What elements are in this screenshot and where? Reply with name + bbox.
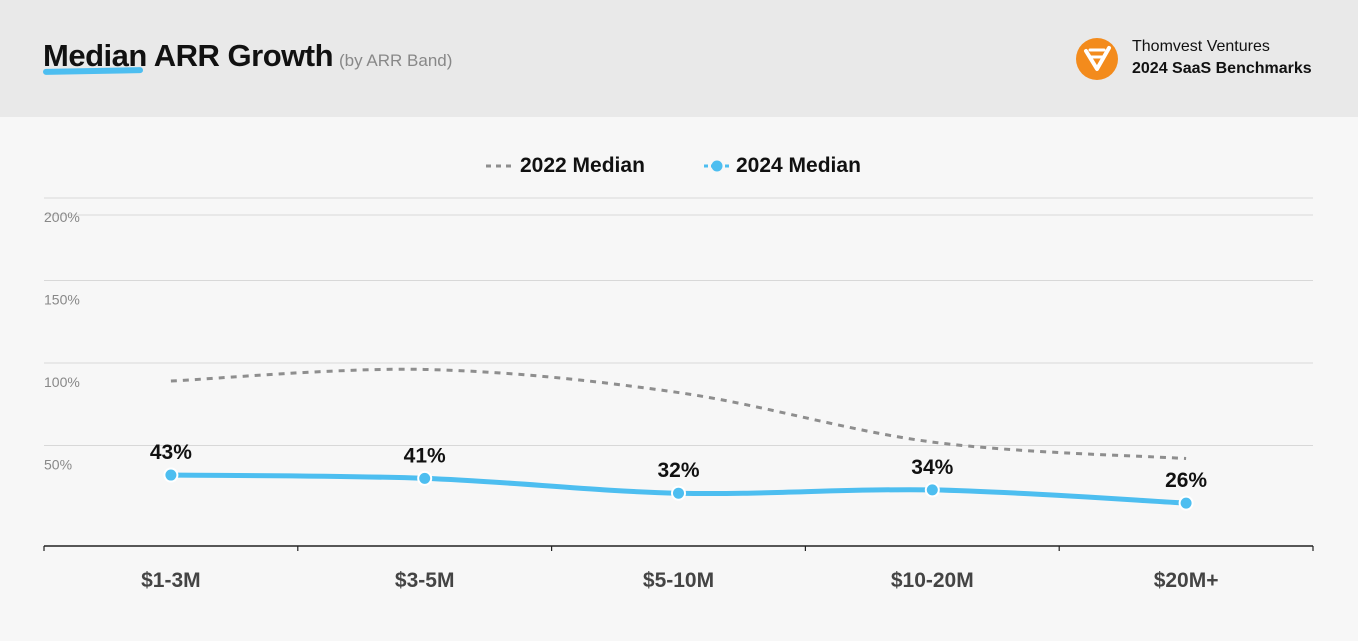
data-label: 26%	[1165, 469, 1207, 492]
data-label: 32%	[657, 459, 699, 482]
data-label: 34%	[911, 456, 953, 479]
chart-title-text: Median ARR Growth	[43, 38, 334, 73]
brand-name: Thomvest Ventures	[1132, 38, 1270, 55]
chart-subtitle: (by ARR Band)	[339, 51, 453, 70]
series-2024-point	[924, 482, 940, 498]
legend-item-2024: 2024 Median	[702, 152, 862, 180]
brand-text: Thomvest Ventures 2024 SaaS Benchmarks	[1132, 36, 1312, 80]
header-bar: Median ARR Growth (by ARR Band) Thomvest…	[0, 0, 1358, 117]
x-tick-label: $20M+	[1154, 569, 1219, 592]
data-label: 43%	[150, 441, 192, 464]
series-2024-point	[671, 485, 686, 501]
y-tick-label: 150%	[44, 292, 80, 308]
series-2024-point	[163, 467, 179, 483]
x-tick-label: $5-10M	[643, 569, 714, 592]
y-tick-label: 200%	[44, 209, 80, 225]
x-tick-label: $3-5M	[395, 569, 455, 592]
x-tick-label: $1-3M	[141, 569, 201, 592]
brand-logo-icon	[1076, 38, 1118, 80]
series-2022-line	[170, 367, 1187, 461]
data-label: 41%	[404, 444, 446, 467]
legend-item-2022: 2022 Median	[484, 152, 645, 180]
chart-title: Median ARR Growth	[42, 38, 334, 75]
legend-label-2024: 2024 Median	[736, 154, 861, 177]
y-tick-label: 50%	[44, 457, 72, 473]
legend-swatch-marker	[704, 160, 730, 172]
y-tick-label: 100%	[44, 374, 80, 390]
x-tick-label: $10-20M	[891, 569, 974, 592]
title-group: Median ARR Growth (by ARR Band)	[42, 38, 453, 75]
legend-label-2022: 2022 Median	[520, 154, 645, 177]
series-2024-point	[417, 470, 433, 486]
legend-swatch-dashed	[486, 164, 512, 168]
series-2024-point	[1178, 495, 1194, 511]
brand-subtitle: 2024 SaaS Benchmarks	[1132, 60, 1312, 77]
